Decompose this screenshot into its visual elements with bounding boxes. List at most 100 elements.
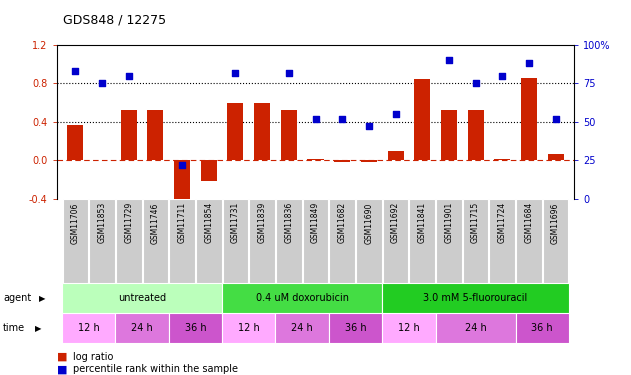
Text: 12 h: 12 h <box>78 323 100 333</box>
Bar <box>516 199 541 283</box>
Bar <box>228 103 244 160</box>
Bar <box>361 160 377 162</box>
Text: GSM11729: GSM11729 <box>124 202 133 243</box>
Bar <box>463 199 488 283</box>
Bar <box>436 199 462 283</box>
Point <box>97 81 107 87</box>
Text: GSM11836: GSM11836 <box>285 202 293 243</box>
Text: 24 h: 24 h <box>131 323 153 333</box>
Point <box>550 116 560 122</box>
Point <box>497 73 507 79</box>
Bar <box>468 110 483 160</box>
Bar <box>196 199 221 283</box>
Bar <box>490 199 515 283</box>
Bar <box>521 78 537 160</box>
Bar <box>543 199 569 283</box>
Text: GSM11692: GSM11692 <box>391 202 400 243</box>
Point <box>71 68 81 74</box>
Bar <box>222 313 276 343</box>
Text: ■: ■ <box>57 352 68 362</box>
Point <box>284 70 294 76</box>
Text: GSM11690: GSM11690 <box>364 202 374 243</box>
Bar <box>441 110 457 160</box>
Bar <box>356 199 382 283</box>
Text: 12 h: 12 h <box>238 323 260 333</box>
Text: GSM11682: GSM11682 <box>338 202 346 243</box>
Bar <box>329 313 382 343</box>
Text: log ratio: log ratio <box>73 352 113 362</box>
Point <box>364 123 374 129</box>
Text: percentile rank within the sample: percentile rank within the sample <box>73 364 237 374</box>
Text: 24 h: 24 h <box>292 323 313 333</box>
Bar <box>435 313 516 343</box>
Text: GSM11706: GSM11706 <box>71 202 80 243</box>
Bar <box>548 154 563 160</box>
Text: GSM11854: GSM11854 <box>204 202 213 243</box>
Text: GSM11724: GSM11724 <box>498 202 507 243</box>
Bar <box>90 199 115 283</box>
Bar <box>222 283 382 313</box>
Text: GSM11841: GSM11841 <box>418 202 427 243</box>
Bar <box>148 110 163 160</box>
Text: 12 h: 12 h <box>398 323 420 333</box>
Text: agent: agent <box>3 293 32 303</box>
Bar <box>169 199 195 283</box>
Text: ▶: ▶ <box>39 294 45 303</box>
Text: 3.0 mM 5-fluorouracil: 3.0 mM 5-fluorouracil <box>423 293 528 303</box>
Bar <box>201 160 217 182</box>
Bar <box>68 125 83 160</box>
Point <box>391 111 401 117</box>
Point <box>230 70 240 76</box>
Text: GSM11746: GSM11746 <box>151 202 160 243</box>
Bar <box>516 313 569 343</box>
Bar <box>329 199 355 283</box>
Bar <box>383 199 408 283</box>
Bar <box>169 313 222 343</box>
Bar <box>414 79 430 160</box>
Text: GSM11901: GSM11901 <box>444 202 453 243</box>
Bar <box>281 110 297 160</box>
Text: 36 h: 36 h <box>185 323 206 333</box>
Text: GSM11696: GSM11696 <box>551 202 560 243</box>
Bar <box>410 199 435 283</box>
Bar <box>116 199 141 283</box>
Bar <box>115 313 169 343</box>
Bar <box>143 199 168 283</box>
Bar <box>387 151 403 160</box>
Point <box>471 81 481 87</box>
Text: GSM11711: GSM11711 <box>178 202 187 243</box>
Text: GSM11839: GSM11839 <box>257 202 267 243</box>
Text: GSM11849: GSM11849 <box>311 202 320 243</box>
Bar <box>276 199 302 283</box>
Point <box>177 162 187 168</box>
Bar <box>276 313 329 343</box>
Bar <box>382 313 435 343</box>
Text: 24 h: 24 h <box>464 323 487 333</box>
Bar <box>382 283 569 313</box>
Text: untreated: untreated <box>118 293 166 303</box>
Text: GSM11684: GSM11684 <box>524 202 533 243</box>
Text: 0.4 uM doxorubicin: 0.4 uM doxorubicin <box>256 293 349 303</box>
Text: GSM11853: GSM11853 <box>98 202 107 243</box>
Text: 36 h: 36 h <box>531 323 553 333</box>
Bar <box>121 110 137 160</box>
Bar <box>254 103 270 160</box>
Point <box>444 57 454 63</box>
Bar <box>307 159 324 160</box>
Bar <box>62 313 115 343</box>
Point <box>524 60 534 66</box>
Bar <box>303 199 328 283</box>
Bar <box>494 159 510 160</box>
Text: GSM11731: GSM11731 <box>231 202 240 243</box>
Bar <box>62 283 222 313</box>
Bar <box>174 160 190 206</box>
Text: ■: ■ <box>57 364 68 374</box>
Bar <box>249 199 275 283</box>
Point <box>337 116 347 122</box>
Bar <box>334 160 350 162</box>
Point <box>124 73 134 79</box>
Bar <box>223 199 248 283</box>
Bar <box>62 199 88 283</box>
Text: GSM11715: GSM11715 <box>471 202 480 243</box>
Text: GDS848 / 12275: GDS848 / 12275 <box>63 13 166 26</box>
